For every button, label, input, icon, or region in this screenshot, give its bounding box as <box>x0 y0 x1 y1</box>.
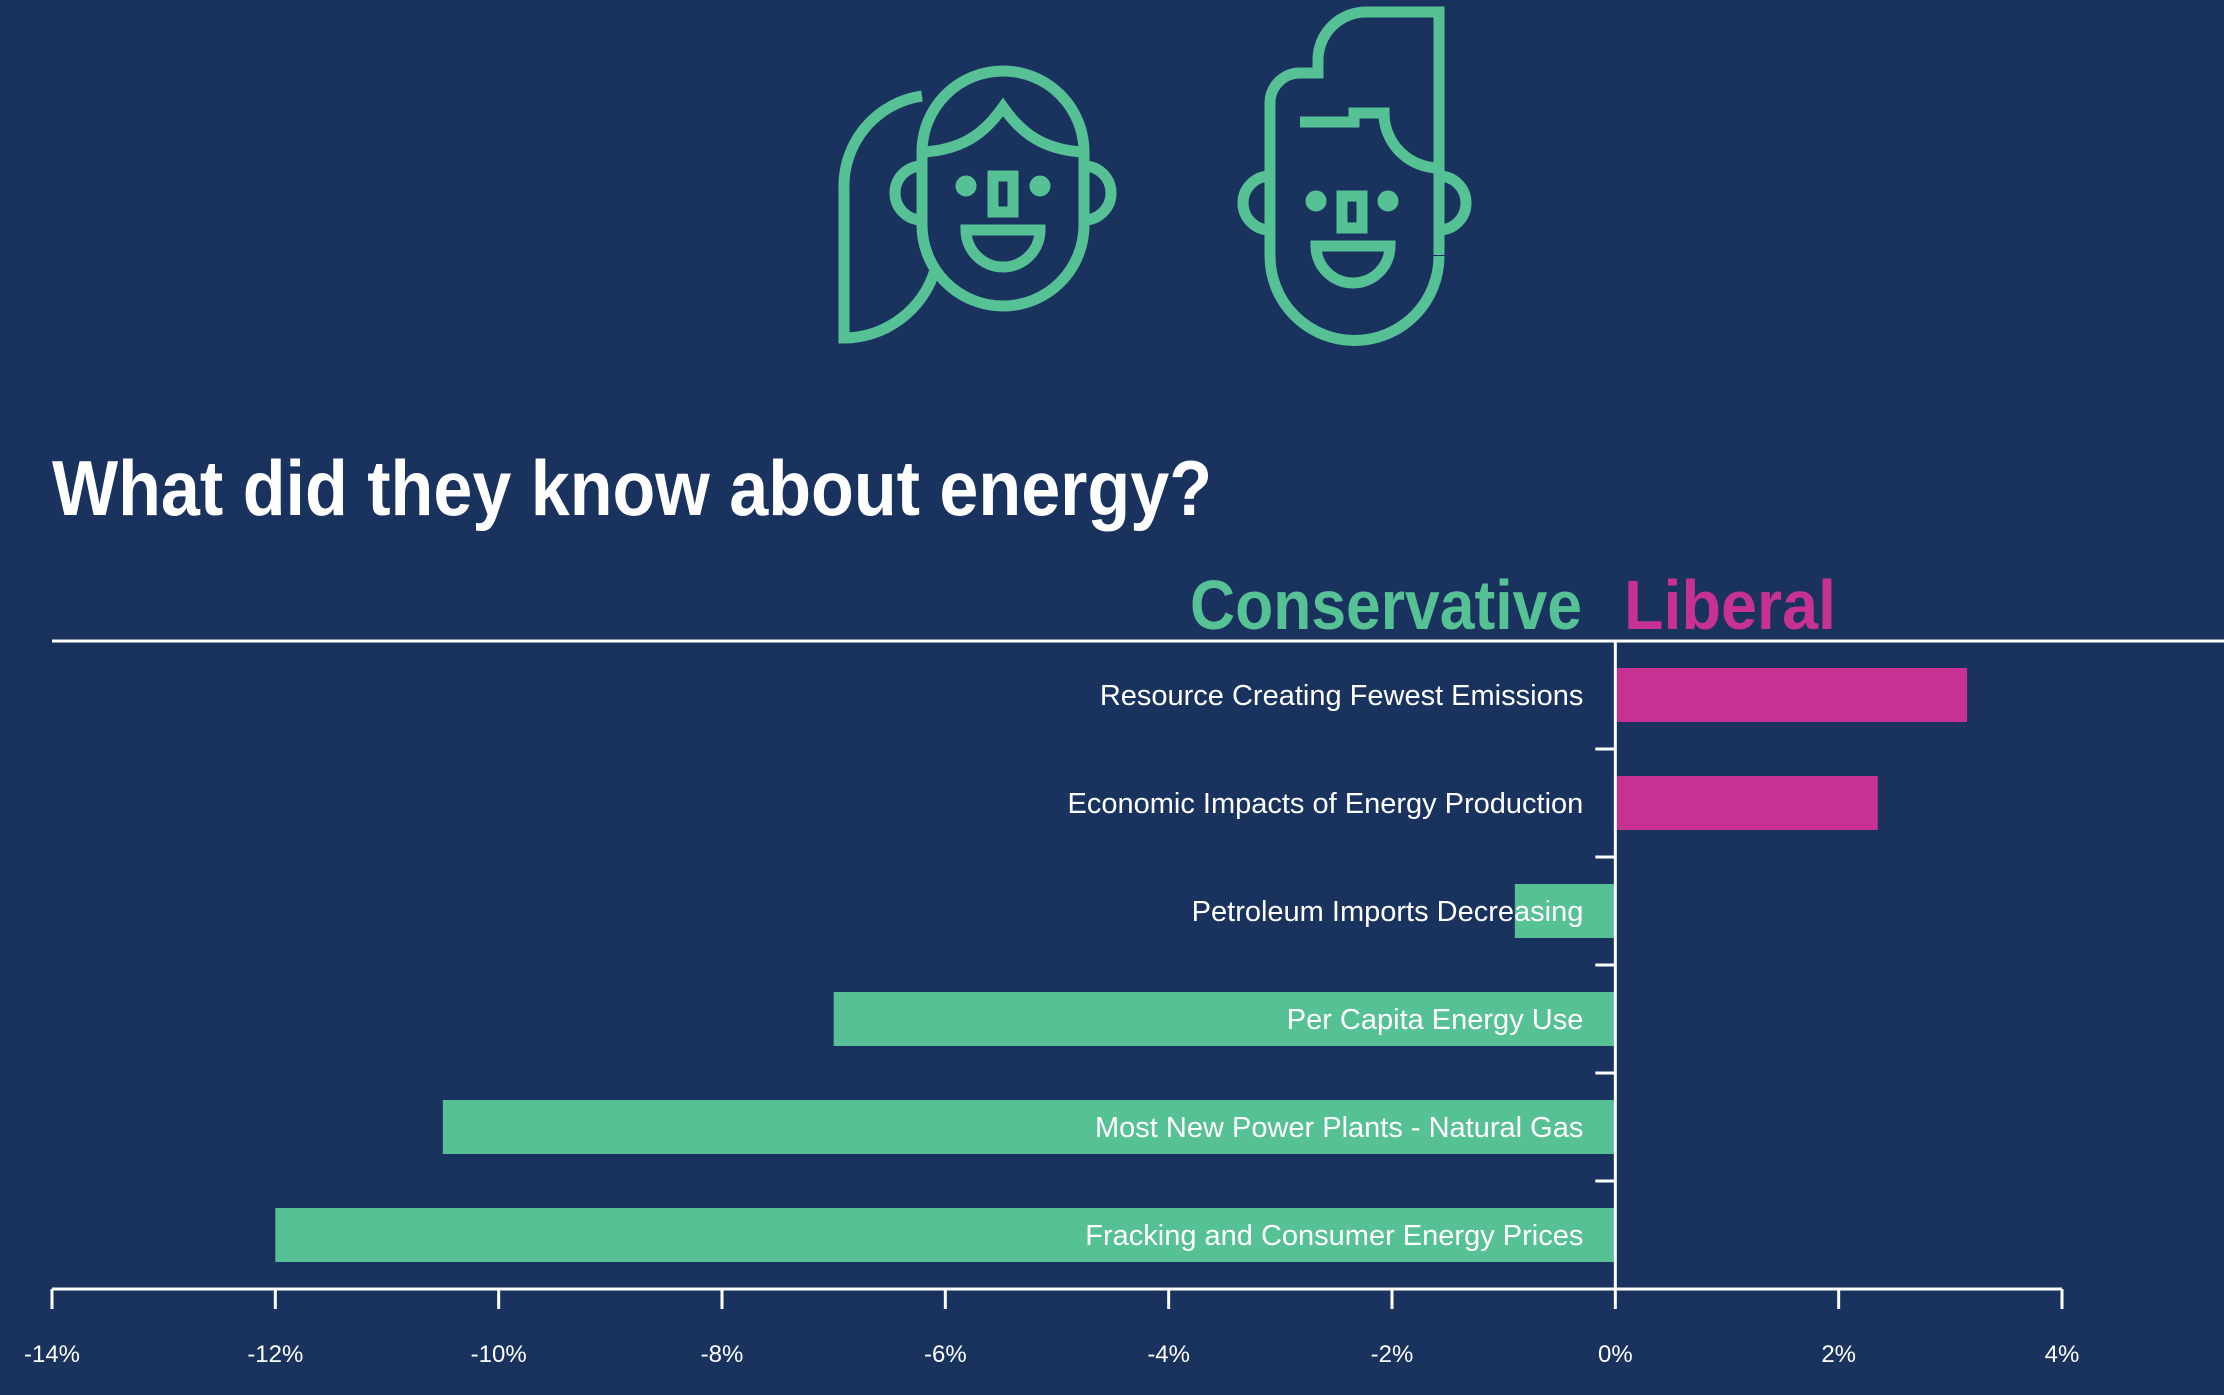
header-icons <box>838 6 1472 346</box>
x-tick-label: 0% <box>1598 1341 1633 1368</box>
bar <box>275 1208 1616 1262</box>
category-label: Most New Power Plants - Natural Gas <box>1095 1112 1583 1144</box>
bar <box>1615 776 1878 830</box>
category-label: Petroleum Imports Decreasing <box>1192 896 1584 928</box>
chart-title: What did they know about energy? <box>52 444 1212 532</box>
x-tick-label: -4% <box>1147 1341 1190 1368</box>
category-label: Per Capita Energy Use <box>1287 1004 1584 1036</box>
category-label: Resource Creating Fewest Emissions <box>1100 680 1584 712</box>
x-tick-label: -12% <box>247 1341 303 1368</box>
x-tick-label: 4% <box>2045 1341 2080 1368</box>
x-tick-label: -10% <box>471 1341 527 1368</box>
bar <box>833 992 1616 1046</box>
axes-group: -14% -12% -10% -8% -6% -4% -2% 0% 2% 4% <box>24 641 2079 1368</box>
x-tick-label: 2% <box>1821 1341 1856 1368</box>
bar <box>1514 884 1616 938</box>
x-tick-label: -8% <box>701 1341 744 1368</box>
bar <box>1615 668 1968 722</box>
woman-face-icon <box>838 65 1117 344</box>
category-label: Fracking and Consumer Energy Prices <box>1085 1220 1583 1252</box>
legend-conservative: Conservative <box>1190 566 1582 644</box>
category-labels-group: Resource Creating Fewest Emissions Econom… <box>1068 680 1584 1252</box>
x-tick-label: -14% <box>24 1341 80 1368</box>
category-label: Economic Impacts of Energy Production <box>1068 788 1584 820</box>
bar <box>442 1100 1616 1154</box>
x-tick-label: -6% <box>924 1341 967 1368</box>
man-face-icon <box>1237 6 1472 346</box>
x-tick-label: -2% <box>1371 1341 1414 1368</box>
bars-group <box>275 668 1968 1262</box>
legend-liberal: Liberal <box>1624 566 1836 644</box>
